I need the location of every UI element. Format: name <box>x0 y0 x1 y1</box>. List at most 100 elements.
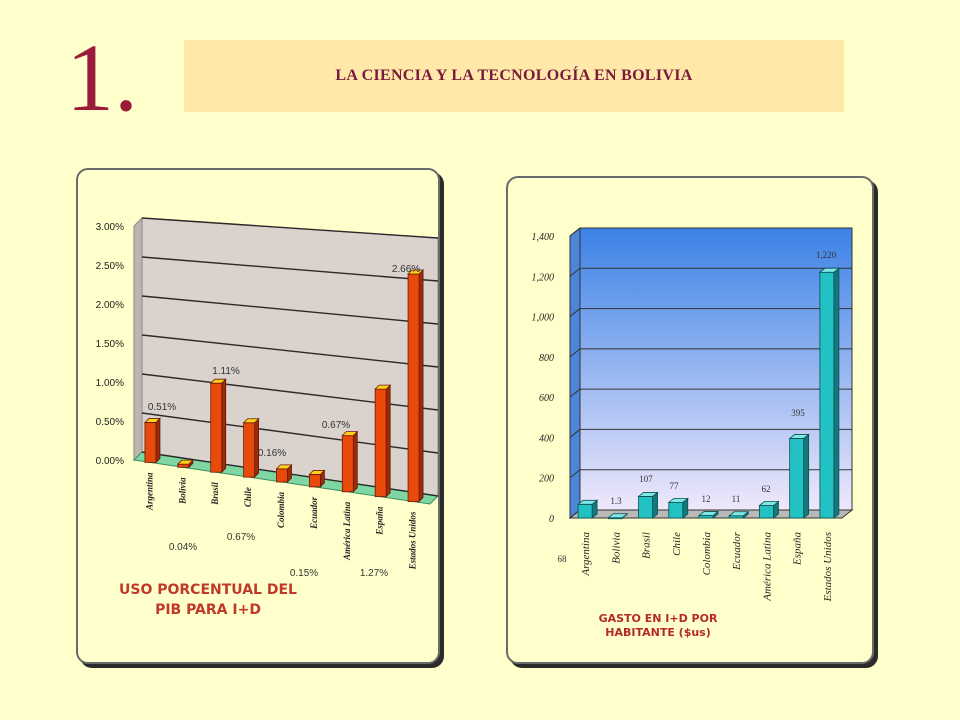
data-label: 2.66% <box>392 264 420 275</box>
plot-side-wall <box>133 216 143 462</box>
gridline <box>141 295 438 325</box>
category-label: América Latina <box>342 501 352 561</box>
bar <box>759 505 774 519</box>
bar-top <box>758 501 780 506</box>
gridline-side <box>569 267 581 277</box>
bar <box>789 438 805 519</box>
bar-side <box>833 267 840 519</box>
bar-side <box>352 430 358 493</box>
plot-back-wall <box>579 227 853 511</box>
category-label: Bolivia <box>177 477 187 505</box>
pib-chart-caption: USO PORCENTUAL DEL PIB PARA I+D <box>78 580 338 620</box>
bar-top <box>308 470 326 475</box>
data-label: 1.3 <box>610 496 622 506</box>
bar <box>177 463 190 468</box>
data-label: 1.27% <box>360 568 388 579</box>
category-label: Colombia <box>701 532 713 576</box>
data-label: 107 <box>639 474 653 484</box>
bar-top <box>143 418 161 423</box>
bar <box>577 503 593 519</box>
category-label: América Latina <box>761 532 773 602</box>
page-title: LA CIENCIA Y LA TECNOLOGÍA EN BOLIVIA <box>335 67 693 84</box>
plot-back-wall <box>141 217 438 497</box>
y-tick-label: 1,200 <box>532 272 555 283</box>
gasto-caption-line-1: GASTO EN I+D POR <box>598 612 718 625</box>
bar <box>407 273 420 502</box>
data-label: 0.67% <box>227 532 255 543</box>
gridline-side <box>569 308 581 317</box>
bar <box>308 474 321 488</box>
bar-top <box>607 513 629 519</box>
gasto-per-capita-chart: 0 200 400 600 800 1,000 1,200 1,400 Argentina Bol… <box>532 226 854 602</box>
data-label: 62 <box>762 484 771 494</box>
bar <box>276 468 288 483</box>
y-tick-label: 0.00% <box>96 456 124 467</box>
bar <box>668 502 684 519</box>
y-tick-label: 1,000 <box>532 313 555 324</box>
category-label: Chile <box>671 532 683 556</box>
y-tick-label: 3.00% <box>96 222 124 233</box>
gasto-caption-line-2: HABITANTE ($us) <box>605 626 711 639</box>
y-tick-label: 2.00% <box>96 300 124 311</box>
category-label: Estados Unidos <box>822 532 834 602</box>
bar-side <box>418 269 424 503</box>
bar <box>144 422 157 463</box>
gasto-chart-caption: GASTO EN I+D POR HABITANTE ($us) <box>558 612 758 640</box>
bar-top <box>176 459 194 465</box>
data-label: 0.67% <box>322 420 350 431</box>
data-label: 0.15% <box>290 568 318 579</box>
chart-panel-gasto: 0 200 400 600 800 1,000 1,200 1,400 Argentina Bol… <box>506 176 874 664</box>
y-tick-label: 800 <box>539 353 554 364</box>
y-tick-label: 0.50% <box>96 417 124 428</box>
gridline <box>141 256 438 282</box>
bar-top <box>818 267 841 273</box>
y-tick-label: 400 <box>539 433 554 444</box>
title-banner: LA CIENCIA Y LA TECNOLOGÍA EN BOLIVIA <box>184 40 844 112</box>
bar <box>210 382 223 473</box>
category-label: España <box>375 506 385 536</box>
gridline-side <box>569 348 581 358</box>
data-label: 0.04% <box>169 542 197 553</box>
bar-top <box>788 434 810 439</box>
gridline <box>141 334 438 368</box>
data-label: 1,220 <box>816 250 837 260</box>
bar <box>243 422 256 478</box>
y-tick-label: 200 <box>539 474 554 485</box>
chart-panel-pib: 0.00% 0.50% 1.00% 1.50% 2.00% 2.50% 3.00% Argen… <box>76 168 440 664</box>
plot-side-wall <box>569 226 581 520</box>
gridline-side <box>569 388 581 398</box>
data-label: 77 <box>670 481 680 491</box>
bar <box>374 388 387 498</box>
category-label: Argentina <box>144 472 154 511</box>
category-label: Argentina <box>580 532 592 577</box>
pib-caption-line-2: PIB PARA I+D <box>155 602 261 618</box>
bar-top <box>697 511 720 516</box>
bar-side <box>803 433 810 519</box>
data-label: 0.16% <box>258 448 286 459</box>
category-label: Estados Unidos <box>408 511 418 570</box>
bar <box>341 435 354 493</box>
category-label: Bolivia <box>610 532 622 564</box>
bar-top <box>275 464 293 470</box>
pib-percent-chart: 0.00% 0.50% 1.00% 1.50% 2.00% 2.50% 3.00% Argen… <box>96 216 438 579</box>
bar-top <box>242 418 260 424</box>
bar-top <box>637 492 659 497</box>
gridline-side <box>569 227 581 237</box>
bar <box>638 496 653 519</box>
data-label: 395 <box>791 408 805 418</box>
data-label: 12 <box>702 494 711 504</box>
y-tick-label: 2.50% <box>96 261 124 272</box>
gridline-side <box>569 469 581 479</box>
data-label: 68 <box>558 554 568 564</box>
bar-top <box>667 498 689 503</box>
bar-top <box>407 269 425 275</box>
bar-top <box>374 384 392 390</box>
gridline <box>141 217 438 239</box>
pib-caption-line-1: USO PORCENTUAL DEL <box>119 582 297 598</box>
y-tick-label: 1,400 <box>532 232 555 243</box>
bar-top <box>341 431 359 437</box>
bar-top <box>576 499 599 505</box>
category-label: Chile <box>243 487 253 507</box>
category-label: España <box>792 532 804 567</box>
data-label: 11 <box>732 494 741 504</box>
